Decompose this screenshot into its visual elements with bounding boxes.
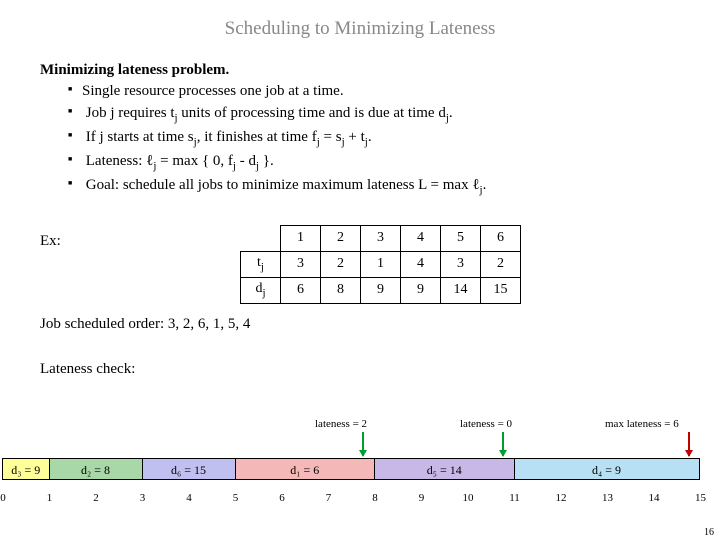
bullet-1: Single resource processes one job at a t… <box>68 81 680 103</box>
timeline-tick: 13 <box>602 492 613 504</box>
problem-heading: Minimizing lateness problem. <box>40 62 680 79</box>
schedule-order: Job scheduled order: 3, 2, 6, 1, 5, 4 <box>40 316 680 333</box>
timeline-segment: d₅ = 14 <box>374 458 514 480</box>
lateness-check-label: Lateness check: <box>40 361 680 378</box>
example-label: Ex: <box>40 225 240 250</box>
timeline-tick: 15 <box>695 492 706 504</box>
timeline-tick: 12 <box>556 492 567 504</box>
arrow-lateness-2 <box>362 432 364 456</box>
timeline-tick: 3 <box>140 492 146 504</box>
annotation-max-lateness: max lateness = 6 <box>605 418 679 430</box>
arrow-max-lateness <box>688 432 690 456</box>
arrow-lateness-0 <box>502 432 504 456</box>
timeline-segment: d₄ = 9 <box>514 458 700 480</box>
data-table: 123 456 tj 321 432 dj 689 91415 <box>240 225 521 304</box>
timeline-tick: 0 <box>0 492 6 504</box>
timeline-tick: 7 <box>326 492 332 504</box>
bullet-2: Job j requires tj units of processing ti… <box>68 103 680 127</box>
timeline-tick: 5 <box>233 492 239 504</box>
timeline-tick: 8 <box>372 492 378 504</box>
timeline-tick: 9 <box>419 492 425 504</box>
table-t-row: tj 321 432 <box>241 251 521 277</box>
table-header-row: 123 456 <box>241 225 521 251</box>
timeline-segment: d₃ = 9 <box>2 458 49 480</box>
timeline-tick: 1 <box>47 492 53 504</box>
timeline-tick: 10 <box>463 492 474 504</box>
bullet-5: Goal: schedule all jobs to minimize maxi… <box>68 175 680 199</box>
annotation-lateness-2: lateness = 2 <box>315 418 367 430</box>
page-number: 16 <box>704 527 714 538</box>
bullet-list: Single resource processes one job at a t… <box>40 81 680 199</box>
timeline: d₃ = 9d₂ = 8d₆ = 15d₁ = 6d₅ = 14d₄ = 9 0… <box>2 458 710 506</box>
timeline-tick: 14 <box>649 492 660 504</box>
timeline-tick: 2 <box>93 492 99 504</box>
timeline-segment: d₆ = 15 <box>142 458 235 480</box>
slide-title: Scheduling to Minimizing Lateness <box>40 18 680 40</box>
timeline-tick: 11 <box>509 492 520 504</box>
timeline-segment: d₁ = 6 <box>235 458 375 480</box>
timeline-segment: d₂ = 8 <box>49 458 142 480</box>
bullet-3: If j starts at time sj, it finishes at t… <box>68 127 680 151</box>
timeline-tick: 6 <box>279 492 285 504</box>
table-d-row: dj 689 91415 <box>241 277 521 303</box>
timeline-tick: 4 <box>186 492 192 504</box>
bullet-4: Lateness: ℓj = max { 0, fj - dj }. <box>68 151 680 175</box>
annotation-lateness-0: lateness = 0 <box>460 418 512 430</box>
